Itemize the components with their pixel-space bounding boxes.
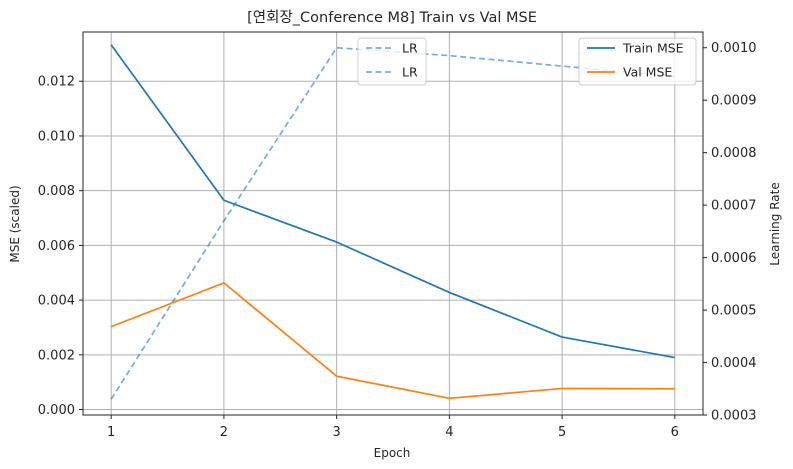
- legend-main: Train MSE Val MSE: [578, 37, 697, 86]
- y-right-tick-label: 0.0008: [711, 146, 757, 161]
- y-left-tick-label: 0.000: [38, 403, 75, 418]
- y-axis-label-right: Learning Rate: [768, 182, 782, 265]
- y-axis-right: 0.0003 0.0004 0.0005 0.0006 0.0007 0.0008 0.00…: [703, 41, 757, 424]
- y-left-tick-label: 0.006: [38, 239, 75, 254]
- series-line-val-mse: [110, 282, 675, 400]
- y-left-tick-label: 0.008: [38, 184, 75, 199]
- legend-lr-label: LR: [402, 41, 418, 56]
- y-left-tick-label: 0.012: [38, 75, 75, 90]
- y-right-tick-label: 0.0005: [711, 304, 757, 319]
- series-line-lr: [110, 46, 675, 400]
- x-tick-label: 1: [107, 425, 115, 440]
- x-tick-label: 4: [445, 425, 453, 440]
- x-axis: 1 2 3 4 5 6: [107, 415, 679, 440]
- y-right-tick-label: 0.0007: [711, 199, 757, 214]
- plot-frame: [82, 31, 704, 416]
- legend-lr: LR LR: [357, 37, 427, 86]
- x-tick-label: 2: [220, 425, 228, 440]
- legend-main-box: [578, 37, 697, 86]
- y-right-tick-label: 0.0006: [711, 251, 757, 266]
- y-left-tick-label: 0.004: [38, 294, 75, 309]
- legend-lr-box: [357, 37, 427, 86]
- x-tick-label: 6: [671, 425, 679, 440]
- legend-main-label: Val MSE: [623, 65, 672, 80]
- grid: [83, 32, 703, 415]
- x-axis-label: Epoch: [374, 446, 411, 460]
- legend-main-label: Train MSE: [622, 41, 684, 56]
- y-axis-left: 0.000 0.002 0.004 0.006 0.008 0.010 0.012: [38, 75, 83, 418]
- chart-title: [연회장_Conference M8] Train vs Val MSE: [247, 9, 537, 26]
- y-right-tick-label: 0.0009: [711, 94, 757, 109]
- series-layer: [110, 44, 675, 400]
- y-axis-label-left: MSE (scaled): [8, 185, 22, 262]
- x-tick-label: 5: [558, 425, 566, 440]
- y-left-tick-label: 0.010: [38, 129, 75, 144]
- y-left-tick-label: 0.002: [38, 348, 75, 363]
- x-tick-label: 3: [332, 425, 340, 440]
- y-right-tick-label: 0.0010: [711, 41, 757, 56]
- y-right-tick-label: 0.0003: [711, 409, 757, 424]
- y-right-tick-label: 0.0004: [711, 356, 757, 371]
- legend-lr-label: LR: [402, 65, 418, 80]
- series-line-train-mse: [110, 44, 675, 359]
